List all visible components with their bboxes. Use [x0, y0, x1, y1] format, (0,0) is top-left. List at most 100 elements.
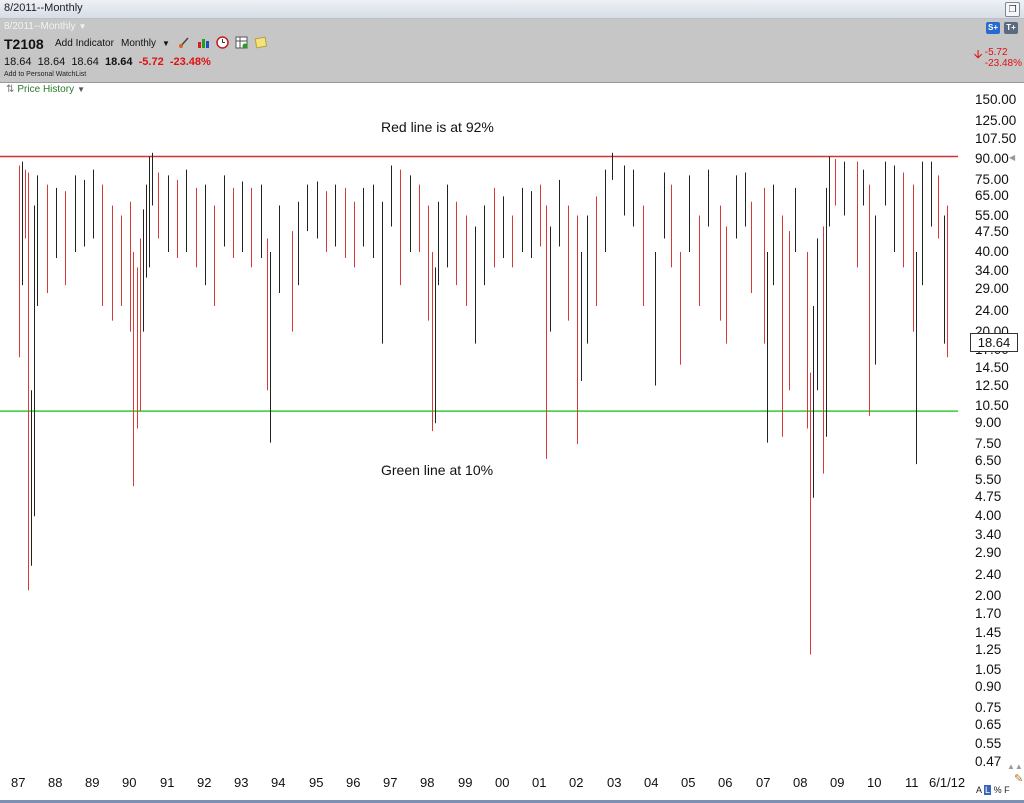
- pencil-icon[interactable]: ✎: [1014, 773, 1024, 785]
- price-history-label: Price History: [17, 84, 75, 95]
- x-tick-label: 01: [532, 775, 547, 790]
- y-tick-label: 90.00: [975, 151, 1009, 166]
- period-title-dropdown[interactable]: 8/2011--Monthly ▼: [4, 21, 86, 32]
- drawing-tool-icon[interactable]: [178, 36, 191, 49]
- y-tick-label: 55.00: [975, 207, 1009, 223]
- y-tick-label: 1.05: [975, 661, 1002, 677]
- y-tick-label: 2.40: [975, 566, 1002, 582]
- y-tick-label: 9.00: [975, 415, 1002, 431]
- y-tick-label: 3.40: [975, 526, 1002, 542]
- y-tick-label: 40.00: [975, 244, 1009, 260]
- x-tick-label: 88: [48, 775, 63, 790]
- note-icon[interactable]: [254, 36, 267, 49]
- quote-change: -5.72: [138, 56, 164, 68]
- y-tick-label: 24.00: [975, 302, 1009, 318]
- last-value-label: 18.64: [970, 333, 1018, 352]
- toggle-log[interactable]: L: [984, 785, 992, 795]
- y-tick-label: 4.00: [975, 508, 1002, 524]
- y-tick-label: 75.00: [975, 171, 1009, 187]
- period-title-label: 8/2011--Monthly: [4, 21, 76, 32]
- symbol-label[interactable]: T2108: [4, 36, 44, 52]
- scroll-up-icon[interactable]: ◀: [1009, 153, 1016, 162]
- x-tick-label: 97: [383, 775, 398, 790]
- add-indicator-button[interactable]: Add Indicator: [55, 38, 114, 49]
- x-tick-label: 92: [197, 775, 212, 790]
- bottom-border: [0, 800, 1024, 803]
- y-tick-label: 47.50: [975, 224, 1009, 240]
- x-tick-label: 06: [718, 775, 733, 790]
- quote-last: 18.64: [104, 56, 133, 68]
- down-arrow-icon: 🡫: [973, 47, 983, 61]
- chevron-down-icon: ▼: [162, 39, 170, 48]
- chevron-down-icon: ▼: [78, 22, 87, 31]
- t-plus-button[interactable]: T+: [1004, 22, 1018, 34]
- chart-toolbar: 8/2011--Monthly ▼ T2108 Add Indicator Mon…: [0, 19, 1024, 83]
- right-change-pct: -23.48%: [984, 58, 1022, 69]
- y-tick-label: 12.50: [975, 377, 1009, 393]
- add-to-watchlist-link[interactable]: Add to Personal WatchList: [4, 71, 87, 78]
- y-tick-label: 5.50: [975, 471, 1002, 487]
- s-plus-button[interactable]: S+: [986, 22, 1000, 34]
- quote-open: 18.64: [4, 56, 32, 68]
- x-tick-label: 95: [309, 775, 324, 790]
- window-title: 8/2011--Monthly: [4, 2, 83, 14]
- toggle-percent[interactable]: %: [993, 785, 1002, 795]
- axis-collapse-icon[interactable]: ▲▲: [1007, 762, 1023, 771]
- quote-line: 18.64 18.64 18.64 18.64 -5.72 -23.48%: [4, 56, 211, 68]
- x-tick-label: 94: [271, 775, 286, 790]
- y-tick-label: 0.55: [975, 735, 1002, 751]
- y-tick-label: 10.50: [975, 397, 1009, 413]
- y-tick-label: 14.50: [975, 360, 1009, 376]
- y-tick-label: 1.25: [975, 641, 1002, 657]
- scale-toggles: A L % F: [976, 785, 1010, 795]
- y-tick-label: 0.65: [975, 716, 1002, 732]
- x-tick-label: 96: [346, 775, 361, 790]
- y-tick-label: 107.50: [975, 130, 1017, 146]
- y-tick-label: 150.00: [975, 92, 1017, 108]
- sort-icon: ⇅: [6, 84, 15, 95]
- x-tick-label: 11: [905, 775, 919, 790]
- x-tick-label: 02: [569, 775, 584, 790]
- red-line-annotation: Red line is at 92%: [381, 119, 494, 135]
- y-tick-label: 0.90: [975, 679, 1002, 695]
- x-tick-label: 6/1/12: [929, 775, 966, 790]
- x-tick-label: 03: [607, 775, 622, 790]
- y-tick-label: 7.50: [975, 436, 1002, 452]
- clock-icon[interactable]: [216, 36, 229, 49]
- x-tick-label: 00: [495, 775, 510, 790]
- right-change-box: 🡫 -5.72 -23.48%: [974, 47, 1022, 69]
- x-tick-label: 93: [234, 775, 249, 790]
- x-tick-label: 89: [85, 775, 100, 790]
- y-tick-label: 1.70: [975, 606, 1002, 622]
- x-tick-label: 98: [420, 775, 435, 790]
- right-change: -5.72: [984, 47, 1008, 58]
- y-tick-label: 6.50: [975, 452, 1002, 468]
- x-tick-label: 90: [122, 775, 137, 790]
- period-label: Monthly: [121, 38, 157, 49]
- y-tick-label: 0.47: [975, 754, 1002, 769]
- y-tick-label: 2.00: [975, 587, 1002, 603]
- green-line-annotation: Green line at 10%: [381, 462, 494, 478]
- x-tick-label: 08: [793, 775, 808, 790]
- tool-icons: [178, 36, 267, 50]
- x-tick-label: 91: [160, 775, 175, 790]
- period-dropdown[interactable]: Monthly ▼: [121, 38, 170, 49]
- y-tick-label: 125.00: [975, 113, 1017, 129]
- x-tick-label: 04: [644, 775, 659, 790]
- toggle-auto[interactable]: A: [976, 785, 982, 795]
- restore-window-button[interactable]: ❐: [1005, 2, 1020, 17]
- table-icon[interactable]: [235, 36, 248, 49]
- quote-change-pct: -23.48%: [169, 56, 211, 68]
- toggle-fit[interactable]: F: [1004, 785, 1010, 795]
- window-titlebar: 8/2011--Monthly ❐: [0, 0, 1024, 19]
- y-tick-label: 2.90: [975, 545, 1002, 561]
- price-history-dropdown[interactable]: ⇅ Price History ▼: [6, 84, 85, 95]
- y-tick-label: 1.45: [975, 624, 1002, 640]
- x-tick-label: 99: [458, 775, 473, 790]
- y-tick-label: 0.75: [975, 700, 1002, 716]
- quote-high: 18.64: [37, 56, 66, 68]
- y-tick-label: 34.00: [975, 262, 1009, 278]
- x-tick-label: 09: [830, 775, 845, 790]
- bar-chart-icon[interactable]: [197, 36, 210, 49]
